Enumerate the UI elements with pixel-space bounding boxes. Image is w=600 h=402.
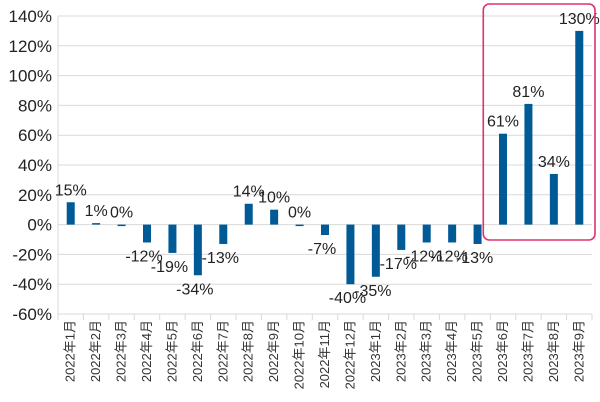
y-tick-label: 140% [9,7,52,26]
data-label: -12% [405,248,442,265]
y-tick-label: 20% [18,186,52,205]
data-label: 34% [538,154,570,171]
x-axis-ticks: 2022年1月 2022年2月 2022年3月 2022年4月 2022年5月 2022年… [63,320,587,389]
data-label: -40% [329,290,366,307]
x-tick-label: 2023年5月 [470,320,485,382]
data-label: 14% [233,184,265,201]
data-label: -13% [456,250,493,267]
y-tick-label: 100% [9,67,52,86]
x-tick-label: 2023年1月 [368,320,383,382]
data-label: -34% [176,281,213,298]
data-label: -19% [151,259,188,276]
x-tick-label: 2023年7月 [520,320,535,382]
bars [66,30,584,285]
data-label: 0% [288,205,311,222]
x-tick-label: 2022年5月 [164,320,179,382]
y-tick-label: -20% [12,245,52,264]
gridlines [57,15,593,320]
y-tick-label: 120% [9,37,52,56]
x-tick-label: 2022年11月 [317,320,332,388]
bar [524,103,533,225]
x-tick-label: 2023年4月 [444,320,459,382]
x-tick-label: 2022年8月 [241,320,256,382]
y-tick-label: 60% [18,126,52,145]
data-label: 81% [512,84,544,101]
data-label: 61% [487,114,519,131]
data-label: 130% [559,11,600,28]
bar [371,224,380,277]
bar [422,224,431,243]
bar [92,223,101,225]
bar [321,224,329,236]
highlight-box [482,3,596,241]
x-tick-label: 2023年8月 [546,320,561,382]
data-label: -17% [380,256,417,273]
bar [270,209,279,225]
bar [346,224,355,285]
bar [549,173,558,225]
bar [295,224,304,227]
x-tick-label: 2022年10月 [292,320,307,389]
data-label: -12% [430,248,467,265]
bar [168,224,177,253]
bar [193,224,202,276]
bar [117,224,126,227]
bar [397,224,406,250]
x-tick-label: 2022年9月 [266,320,281,382]
x-tick-label: 2022年3月 [114,320,129,382]
y-tick-label: 0% [27,216,52,235]
x-tick-label: 2022年7月 [215,320,230,382]
x-tick-label: 2023年2月 [393,320,408,382]
x-tick-label: 2022年2月 [88,320,103,382]
data-label: 1% [85,203,108,220]
bar [143,224,151,243]
x-tick-label: 2022年1月 [63,320,78,382]
data-label: 10% [258,190,290,207]
bar [575,30,584,225]
data-label: 15% [55,182,87,199]
x-tick-label: 2023年3月 [419,320,434,382]
highlight-rect [482,3,596,241]
x-tick-label: 2022年12月 [342,320,357,389]
bar [219,224,228,244]
data-label: -7% [308,241,336,258]
y-tick-label: 80% [18,96,52,115]
data-label: -13% [202,250,239,267]
data-label: -12% [125,248,162,265]
x-tick-label: 2023年6月 [495,320,510,382]
y-axis-ticks: -60% -40% -20% 0% 20% 40% 60% 80% 100% 120% 140% [9,7,52,324]
y-tick-label: -60% [12,305,52,324]
y-tick-label: 40% [18,156,52,175]
data-label: 0% [110,205,133,222]
bar [473,224,482,244]
data-labels: 15%1% 0%-12%-19%-34%-13%14%10%0%-7%-40%-3… [55,11,600,307]
x-tick-label: 2022年6月 [190,320,205,382]
y-tick-label: -40% [12,275,52,294]
bar [448,224,457,243]
bar [499,133,507,225]
x-tick-label: 2023年9月 [571,320,586,382]
bar [244,203,253,225]
data-label: -35% [354,283,391,300]
bar [66,202,75,225]
x-tick-label: 2022年4月 [139,320,154,382]
